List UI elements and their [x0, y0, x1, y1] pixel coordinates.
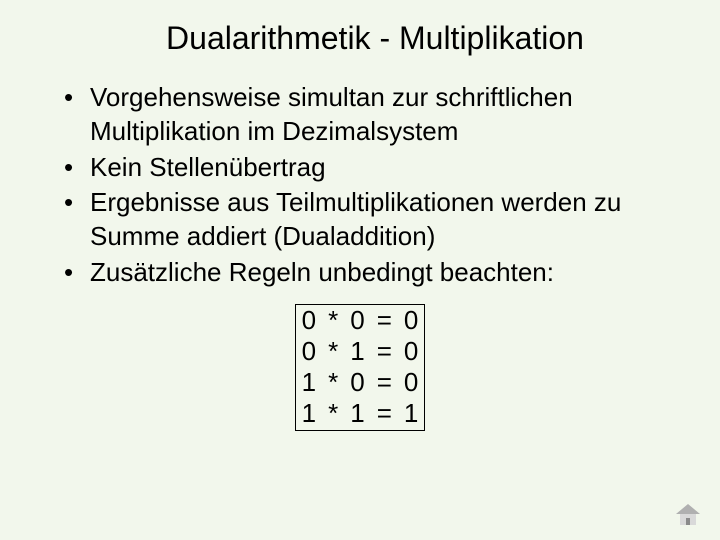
bullet-item: Ergebnisse aus Teilmultiplikationen werd… — [60, 186, 680, 254]
table-cell: * — [322, 367, 344, 398]
table-cell: 1 — [398, 398, 425, 430]
table-cell: 0 — [295, 336, 322, 367]
slide-title: Dualarithmetik - Multiplikation — [40, 20, 680, 57]
table-cell: 0 — [398, 336, 425, 367]
home-icon[interactable] — [674, 502, 702, 526]
bullet-item: Kein Stellenübertrag — [60, 151, 680, 185]
table-cell: = — [371, 336, 398, 367]
table-cell: = — [371, 398, 398, 430]
table-row: 0 * 1 = 0 — [295, 336, 425, 367]
table-row: 1 * 0 = 0 — [295, 367, 425, 398]
table-cell: = — [371, 304, 398, 336]
table-cell: 1 — [295, 367, 322, 398]
table-cell: 1 — [295, 398, 322, 430]
table-cell: = — [371, 367, 398, 398]
table-cell: 0 — [398, 367, 425, 398]
table-cell: 0 — [295, 304, 322, 336]
bullet-item: Zusätzliche Regeln unbedingt beachten: — [60, 256, 680, 290]
table-cell: * — [322, 304, 344, 336]
table-cell: 0 — [398, 304, 425, 336]
bullet-list: Vorgehensweise simultan zur schriftliche… — [40, 81, 680, 290]
table-cell: * — [322, 336, 344, 367]
table-cell: 0 — [344, 304, 370, 336]
rule-table: 0 * 0 = 0 0 * 1 = 0 1 * 0 = 0 1 * 1 = 1 — [295, 304, 426, 431]
table-cell: 0 — [344, 367, 370, 398]
bullet-item: Vorgehensweise simultan zur schriftliche… — [60, 81, 680, 149]
table-cell: * — [322, 398, 344, 430]
table-row: 1 * 1 = 1 — [295, 398, 425, 430]
table-cell: 1 — [344, 336, 370, 367]
slide: Dualarithmetik - Multiplikation Vorgehen… — [0, 0, 720, 540]
table-row: 0 * 0 = 0 — [295, 304, 425, 336]
table-cell: 1 — [344, 398, 370, 430]
